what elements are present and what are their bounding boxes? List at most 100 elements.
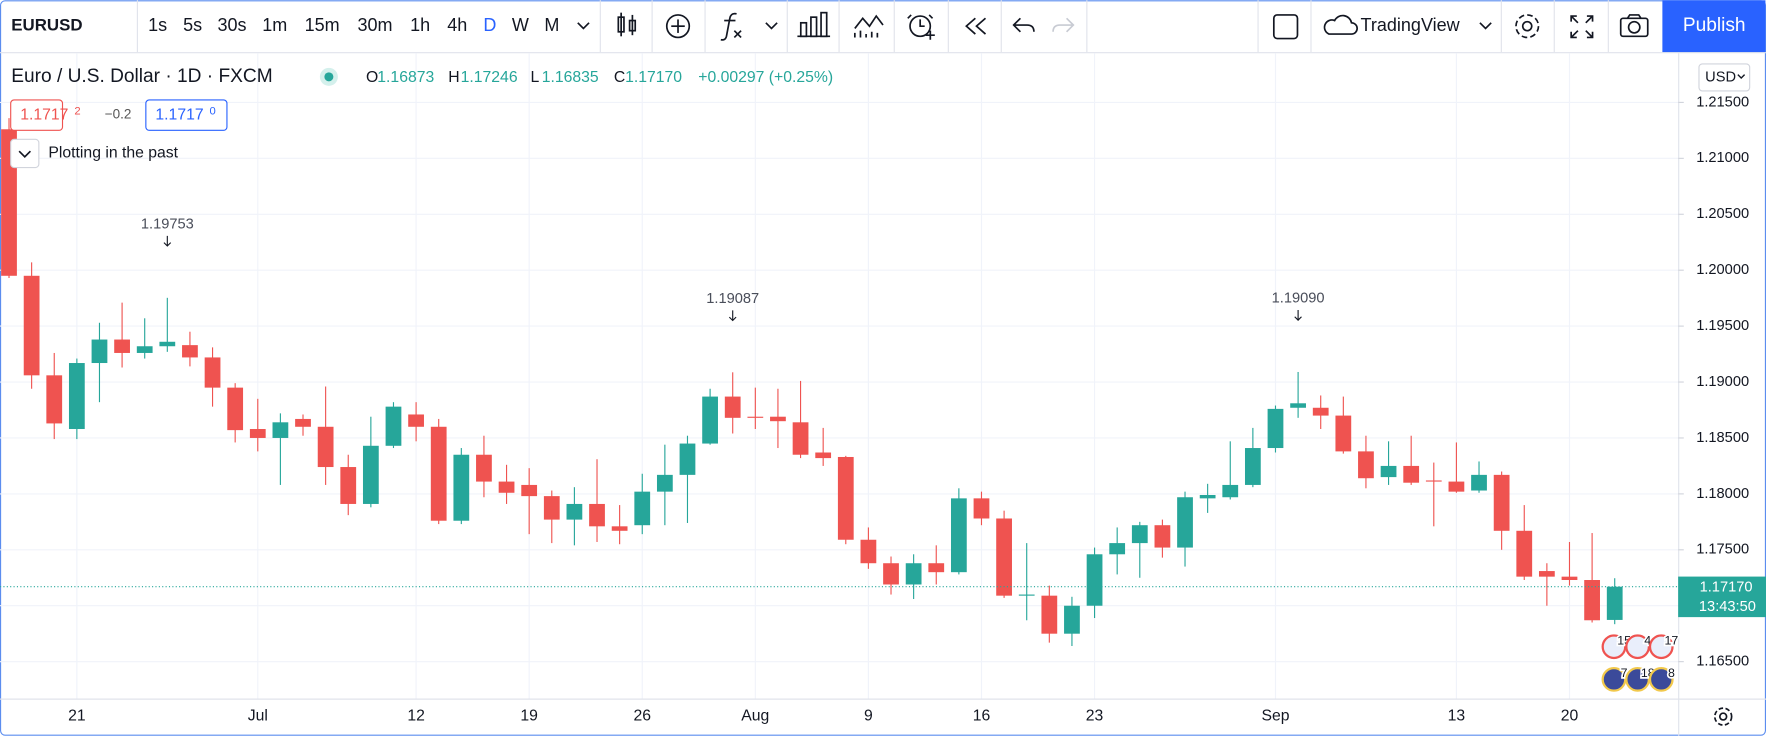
x-tick-label: Aug <box>741 708 769 725</box>
interval-button[interactable]: D <box>483 15 496 35</box>
candle-body <box>656 474 673 492</box>
candle-body <box>362 445 379 504</box>
candle-body <box>928 563 945 573</box>
buy-price[interactable]: 1.1717 <box>155 106 203 123</box>
candle-body <box>227 387 244 431</box>
x-tick-label: 21 <box>68 708 86 725</box>
interval-group: 1s 5s 30s 1m 15m 30m 1h 4h D W M <box>148 15 559 35</box>
event-count[interactable]: 4 <box>1643 632 1653 649</box>
candle-body <box>1177 497 1193 548</box>
redo-button[interactable] <box>1052 17 1075 33</box>
candle-body <box>1471 474 1487 491</box>
candle-body <box>589 503 605 527</box>
x-tick-label: Jul <box>248 708 268 725</box>
high-annotation: 1.19087 <box>706 291 759 307</box>
candle-body <box>1493 474 1510 531</box>
candle-body <box>702 396 718 444</box>
candle-body <box>1064 605 1080 634</box>
y-tick-label: 1.18500 <box>1696 430 1749 446</box>
ideas-button[interactable] <box>853 14 884 38</box>
event-count[interactable]: 8 <box>1666 664 1676 681</box>
candle-body <box>1425 480 1442 482</box>
annotation-arrow <box>1294 310 1302 321</box>
interval-button[interactable]: 1h <box>410 15 430 35</box>
candle-body <box>543 496 560 520</box>
alert-button[interactable] <box>907 14 935 40</box>
symbol[interactable]: EURUSD <box>11 16 82 35</box>
legend-h-value: 1.17246 <box>461 69 518 86</box>
publish-label[interactable]: Publish <box>1683 15 1746 36</box>
indicator-toggle[interactable] <box>10 138 40 169</box>
legend-change: +0.00297 (+0.25%) <box>698 69 833 86</box>
candle-body <box>792 422 809 455</box>
buy-button[interactable] <box>145 99 228 131</box>
candle-body <box>973 498 990 519</box>
undo-button[interactable] <box>1012 17 1035 33</box>
candle-body <box>1561 576 1578 581</box>
compare-button[interactable] <box>665 14 691 39</box>
interval-button[interactable]: 30m <box>358 15 393 35</box>
interval-menu[interactable] <box>577 22 590 30</box>
interval-button[interactable]: W <box>512 15 529 35</box>
fullscreen-button[interactable] <box>1570 15 1594 39</box>
candle-type-button[interactable] <box>617 12 637 37</box>
candle-body <box>521 484 538 497</box>
event-count[interactable]: 7 <box>1619 664 1629 681</box>
interval-button[interactable]: 15m <box>305 15 340 35</box>
candle-body <box>249 429 266 438</box>
event-icon[interactable] <box>1648 667 1674 692</box>
publish-button[interactable] <box>1662 0 1766 53</box>
interval-button[interactable]: 1s <box>148 15 167 35</box>
x-tick-label: 13 <box>1448 708 1466 725</box>
interval-button[interactable]: 1m <box>262 15 287 35</box>
grid <box>0 53 1679 699</box>
legend-c-value: 1.17170 <box>625 69 682 86</box>
candle-body <box>1199 495 1216 499</box>
candle-body <box>883 563 899 585</box>
templates-button[interactable] <box>797 11 831 38</box>
x-tick-label: 26 <box>633 708 651 725</box>
interval-button[interactable]: 5s <box>183 15 202 35</box>
snapshot-button[interactable] <box>1619 14 1649 38</box>
candle-body <box>1131 525 1148 544</box>
last-price-box <box>1678 576 1766 618</box>
layout-button[interactable] <box>1272 14 1299 40</box>
candle-body <box>430 426 447 521</box>
time-axis-settings[interactable] <box>1713 707 1733 726</box>
candle-body <box>23 275 40 376</box>
candle-body <box>860 539 877 564</box>
buy-price-small[interactable]: 0 <box>209 106 215 118</box>
x-tick-label: 9 <box>864 708 873 725</box>
sell-price-small[interactable]: 2 <box>74 106 80 118</box>
layout-menu[interactable] <box>1479 22 1492 30</box>
candle-body <box>996 518 1012 596</box>
interval-button[interactable]: 30s <box>217 15 246 35</box>
y-tick-label: 1.17500 <box>1696 542 1749 558</box>
candle-body <box>408 414 424 427</box>
replay-button[interactable] <box>965 17 987 35</box>
y-tick-label: 1.19000 <box>1696 374 1749 390</box>
interval-button[interactable]: M <box>544 15 559 35</box>
legend-h: H <box>448 69 459 86</box>
interval-button[interactable]: 4h <box>447 15 467 35</box>
currency-label[interactable]: USD <box>1705 69 1736 85</box>
indicators-button[interactable] <box>720 12 778 41</box>
candle-body <box>385 406 402 446</box>
event-icon[interactable] <box>1648 634 1674 660</box>
candle-body <box>272 422 289 438</box>
event-count[interactable]: 17 <box>1663 632 1680 649</box>
settings-button[interactable] <box>1515 14 1540 39</box>
legend-o-value: 1.16873 <box>377 69 434 86</box>
candle-body <box>815 452 832 459</box>
candle-body <box>770 416 786 422</box>
candle-body <box>91 339 108 364</box>
candle-body <box>159 341 176 347</box>
last-price-label: 1.17170 <box>1700 580 1753 596</box>
layout-name[interactable]: TradingView <box>1361 15 1461 35</box>
trade-buttons: 1.1717 2 −0.2 1.1717 0 <box>10 99 228 131</box>
currency-button[interactable] <box>1698 63 1751 92</box>
sell-price[interactable]: 1.1717 <box>20 106 68 123</box>
y-tick-label: 1.20500 <box>1696 206 1749 222</box>
sell-button[interactable] <box>10 99 64 131</box>
